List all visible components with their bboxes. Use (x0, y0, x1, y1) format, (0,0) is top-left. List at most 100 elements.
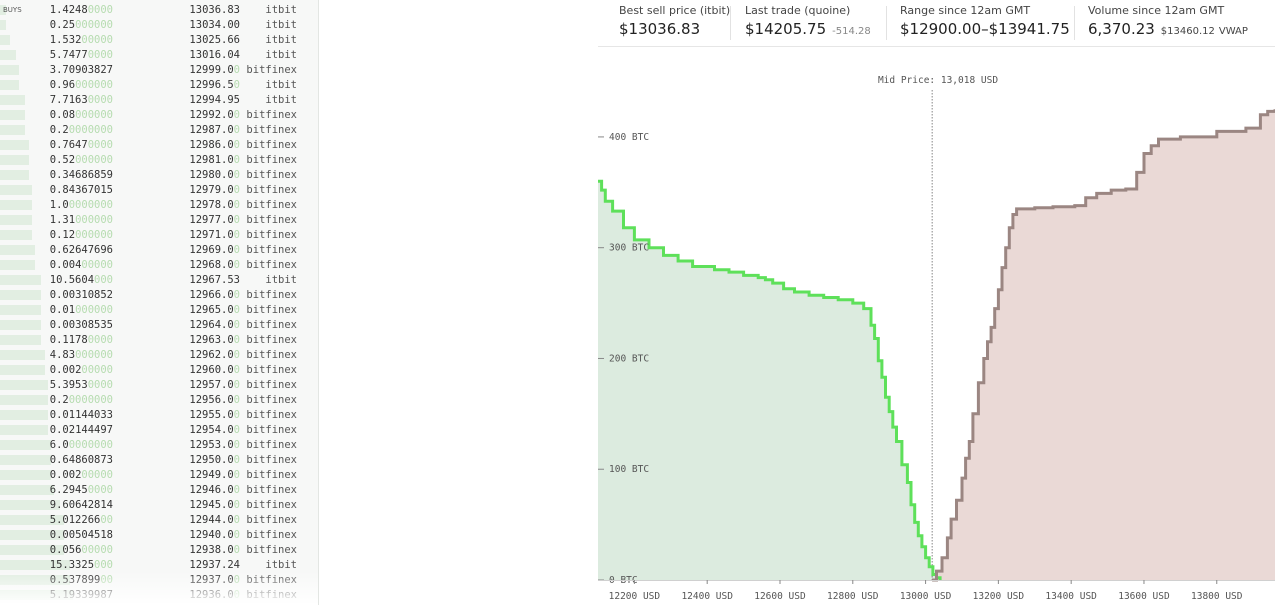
order-book-row[interactable]: 0.00400000 12968.00 bitfinex (0, 258, 318, 273)
order-book-row[interactable]: 0.25000000 13034.00 itbit (0, 18, 318, 33)
order-book-row[interactable]: 3.70903827 12999.00 bitfinex (0, 63, 318, 78)
order-exchange: itbit (265, 49, 297, 61)
order-price: 12953.00 (189, 439, 240, 451)
stat-last-trade-change: -514.28 (832, 26, 871, 37)
order-book-row[interactable]: 0.64860873 12950.00 bitfinex (0, 453, 318, 468)
order-book-row[interactable]: 0.11780000 12963.00 bitfinex (0, 333, 318, 348)
order-exchange: bitfinex (246, 499, 297, 511)
order-price: 12992.00 (189, 109, 240, 121)
order-exchange: bitfinex (246, 184, 297, 196)
order-book-row[interactable]: 1.53200000 13025.66 itbit (0, 33, 318, 48)
order-price: 12950.00 (189, 454, 240, 466)
order-depth-bar (0, 5, 7, 15)
order-price: 12987.00 (189, 124, 240, 136)
order-book-row[interactable]: 5.01226600 12944.00 bitfinex (0, 513, 318, 528)
order-price: 13016.04 (189, 49, 240, 61)
order-amount: 0.05600000 (49, 544, 113, 556)
order-book-row[interactable]: 0.01144033 12955.00 bitfinex (0, 408, 318, 423)
x-tick-label: 13000 USD (900, 591, 952, 602)
order-price: 12994.95 (189, 94, 240, 106)
order-book-row[interactable]: 0.00310852 12966.00 bitfinex (0, 288, 318, 303)
order-book-row[interactable]: 0.52000000 12981.00 bitfinex (0, 153, 318, 168)
order-exchange: bitfinex (246, 304, 297, 316)
order-depth-bar (0, 20, 7, 30)
order-book-row[interactable]: 9.60642814 12945.00 bitfinex (0, 498, 318, 513)
order-price: 12986.00 (189, 139, 240, 151)
order-depth-bar (0, 410, 48, 420)
order-amount: 5.74770000 (49, 49, 113, 61)
order-exchange: bitfinex (246, 124, 297, 136)
order-book-row[interactable]: 5.74770000 13016.04 itbit (0, 48, 318, 63)
order-amount: 0.96000000 (49, 79, 113, 91)
order-amount: 0.00308535 (49, 319, 113, 331)
mid-price-label: Mid Price: 13,018 USD (878, 75, 998, 86)
order-book-row[interactable]: 15.3325000 12937.24 itbit (0, 558, 318, 573)
order-book-row[interactable]: 5.39530000 12957.00 bitfinex (0, 378, 318, 393)
order-amount: 0.01144033 (49, 409, 113, 421)
stat-last-trade-price: $14205.75 (745, 20, 827, 38)
order-depth-bar (0, 80, 20, 90)
order-price: 12966.00 (189, 289, 240, 301)
order-depth-bar (0, 140, 29, 150)
order-depth-bar (0, 530, 64, 540)
order-depth-bar (0, 470, 51, 480)
order-price: 12955.00 (189, 409, 240, 421)
y-tick-label: 400 BTC (609, 132, 649, 143)
order-amount: 1.53200000 (49, 34, 113, 46)
order-price: 12937.24 (189, 559, 240, 571)
order-price: 12963.00 (189, 334, 240, 346)
x-tick-label: 12200 USD (609, 591, 661, 602)
order-book-row[interactable]: 6.29450000 12946.00 bitfinex (0, 483, 318, 498)
order-book-row[interactable]: 4.83000000 12962.00 bitfinex (0, 348, 318, 363)
stat-last-trade-label: Last trade (quoine) (745, 4, 851, 17)
stat-best-sell-value: $13036.83 (619, 20, 701, 38)
order-book-row[interactable]: 0.20000000 12987.00 bitfinex (0, 123, 318, 138)
order-book-row[interactable]: BUYS 1.42480000 13036.83 itbit (0, 3, 318, 18)
order-price: 12979.00 (189, 184, 240, 196)
order-book-row[interactable]: 1.31000000 12977.00 bitfinex (0, 213, 318, 228)
order-price: 12999.00 (189, 64, 240, 76)
order-book-row[interactable]: 6.00000000 12953.00 bitfinex (0, 438, 318, 453)
order-exchange: bitfinex (246, 409, 297, 421)
y-tick-label: 100 BTC (609, 464, 649, 475)
order-book-row[interactable]: 0.96000000 12996.50 itbit (0, 78, 318, 93)
order-book-row[interactable]: 1.00000000 12978.00 bitfinex (0, 198, 318, 213)
order-book-row[interactable]: 7.71630000 12994.95 itbit (0, 93, 318, 108)
order-book-row[interactable]: 0.62647696 12969.00 bitfinex (0, 243, 318, 258)
order-book-row[interactable]: 0.84367015 12979.00 bitfinex (0, 183, 318, 198)
order-book-row[interactable]: 0.00200000 12960.00 bitfinex (0, 363, 318, 378)
stat-divider (1074, 6, 1075, 40)
order-exchange: bitfinex (246, 424, 297, 436)
order-depth-bar (0, 335, 42, 345)
order-book-row[interactable]: 0.00308535 12964.00 bitfinex (0, 318, 318, 333)
order-book-row[interactable]: 10.5604000 12967.53 itbit (0, 273, 318, 288)
order-book-row[interactable]: 0.20000000 12956.00 bitfinex (0, 393, 318, 408)
order-amount: 0.76470000 (49, 139, 113, 151)
order-book-row[interactable]: 0.34686859 12980.00 bitfinex (0, 168, 318, 183)
order-book-row[interactable]: 0.08000000 12992.00 bitfinex (0, 108, 318, 123)
order-book-row[interactable]: 0.01000000 12965.00 bitfinex (0, 303, 318, 318)
order-depth-bar (0, 110, 26, 120)
order-amount: 0.00400000 (49, 259, 113, 271)
order-book-row[interactable]: 0.05600000 12938.00 bitfinex (0, 543, 318, 558)
bid-area (598, 181, 941, 580)
order-book-row[interactable]: 0.00200000 12949.00 bitfinex (0, 468, 318, 483)
stats-bar: Best sell price (itbit) $13036.83 Last t… (598, 0, 1275, 47)
order-depth-bar (0, 455, 51, 465)
order-book-row[interactable]: 0.00504518 12940.00 bitfinex (0, 528, 318, 543)
x-tick-label: 12800 USD (827, 591, 879, 602)
order-depth-bar (0, 515, 64, 525)
order-depth-bar (0, 260, 35, 270)
order-book-row[interactable]: 0.12000000 12971.00 bitfinex (0, 228, 318, 243)
order-exchange: bitfinex (246, 289, 297, 301)
order-exchange: bitfinex (246, 319, 297, 331)
order-amount: 0.34686859 (49, 169, 113, 181)
order-book-row[interactable]: 0.76470000 12986.00 bitfinex (0, 138, 318, 153)
order-exchange: bitfinex (246, 64, 297, 76)
x-tick-label: 13800 USD (1191, 591, 1243, 602)
stat-range-label: Range since 12am GMT (900, 4, 1031, 17)
stat-volume-amount: 6,370.23 (1088, 20, 1155, 38)
order-book-row[interactable]: 0.02144497 12954.00 bitfinex (0, 423, 318, 438)
order-price: 12945.00 (189, 499, 240, 511)
